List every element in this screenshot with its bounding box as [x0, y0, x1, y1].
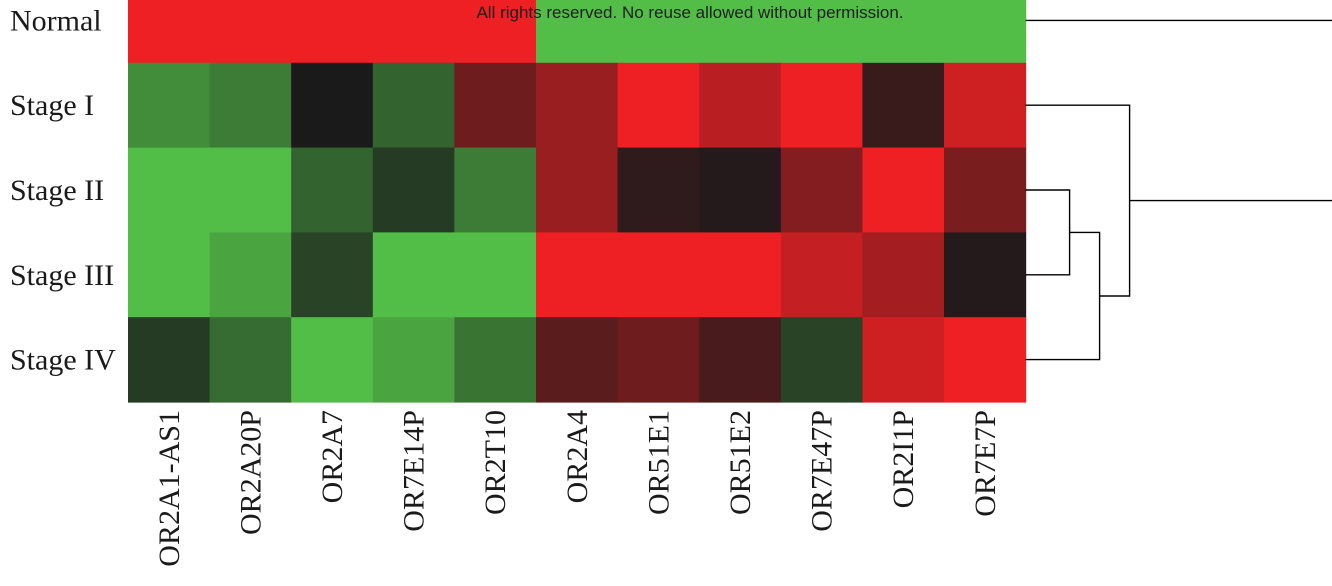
dendrogram-link: [1025, 231, 1101, 361]
row-label: Stage II: [10, 174, 104, 207]
heatmap-cell: [128, 317, 211, 403]
heatmap-cell: [699, 62, 782, 149]
row-label: Stage III: [10, 259, 114, 292]
heatmap-cell: [617, 232, 700, 318]
heatmap-cell: [291, 62, 374, 149]
heatmap-cell: [862, 0, 945, 64]
heatmap-cell: [209, 232, 292, 318]
row-label: Normal: [10, 4, 102, 37]
heatmap-cell: [862, 62, 945, 149]
heatmap-cell: [699, 317, 782, 403]
heatmap-cell: [617, 0, 700, 64]
column-labels: OR2A1-AS1 OR2A20P OR2A7 OR7E14P OR2T10 OR2A4 O…: [153, 410, 1002, 567]
dendrogram-link: [1025, 189, 1071, 276]
heatmap-cell: [536, 62, 619, 149]
heatmap-cell: [372, 147, 455, 233]
heatmap-cell: [617, 317, 700, 403]
dendrogram-link: [1025, 104, 1131, 297]
heatmap-cell: [128, 62, 211, 149]
heatmap-cell: [128, 0, 211, 64]
heatmap-cell: [454, 317, 537, 403]
column-label: OR2A4: [561, 410, 594, 503]
column-label: OR7E14P: [398, 410, 431, 532]
heatmap-cell: [944, 62, 1027, 149]
row-labels: Normal Stage I Stage II Stage III Stage IV: [10, 4, 116, 376]
heatmap-cell: [454, 62, 537, 149]
heatmap-cell: [536, 317, 619, 403]
heatmap-cell: [617, 62, 700, 149]
heatmap-cell: [128, 147, 211, 233]
heatmap-cell: [944, 0, 1027, 64]
heatmap-cell: [291, 0, 374, 64]
heatmap-cell: [128, 232, 211, 318]
row-dendrogram: [1025, 19, 1332, 361]
heatmap-cell: [536, 147, 619, 233]
heatmap-cells: [128, 0, 1027, 403]
column-label: OR2A7: [316, 410, 349, 503]
heatmap-cell: [372, 62, 455, 149]
heatmap-cell: [454, 232, 537, 318]
heatmap-cell: [862, 232, 945, 318]
heatmap-cell: [454, 147, 537, 233]
heatmap-cell: [372, 317, 455, 403]
heatmap-cell: [291, 317, 374, 403]
heatmap-cell: [862, 147, 945, 233]
heatmap-cell: [536, 0, 619, 64]
column-label: OR2A1-AS1: [153, 410, 186, 567]
row-label: Stage IV: [10, 344, 116, 377]
column-label: OR7E47P: [806, 410, 839, 532]
heatmap-cell: [944, 147, 1027, 233]
heatmap-cell: [780, 317, 863, 403]
heatmap-cell: [291, 232, 374, 318]
column-label: OR2I1P: [887, 410, 920, 508]
heatmap-cell: [291, 147, 374, 233]
column-label: OR2A20P: [234, 410, 267, 535]
heatmap-cell: [372, 232, 455, 318]
heatmap-cell: [454, 0, 537, 64]
column-label: OR51E2: [724, 410, 757, 515]
heatmap-cell: [209, 147, 292, 233]
column-label: OR7E7P: [969, 410, 1002, 517]
heatmap-cell: [699, 232, 782, 318]
heatmap-cell: [780, 232, 863, 318]
heatmap-cell: [699, 0, 782, 64]
heatmap-cell: [780, 0, 863, 64]
heatmap-cell: [372, 0, 455, 64]
heatmap-cell: [536, 232, 619, 318]
heatmap-cell: [944, 317, 1027, 403]
column-label: OR2T10: [479, 410, 512, 515]
heatmap-cell: [780, 62, 863, 149]
heatmap-cell: [209, 62, 292, 149]
column-label: OR51E1: [642, 410, 675, 515]
heatmap-cell: [209, 0, 292, 64]
heatmap-cell: [862, 317, 945, 403]
dendrogram-link: [1025, 19, 1332, 202]
row-label: Stage I: [10, 89, 94, 122]
heatmap-cell: [699, 147, 782, 233]
watermark-text: All rights reserved. No reuse allowed wi…: [476, 3, 903, 22]
heatmap-cell: [780, 147, 863, 233]
heatmap-cell: [209, 317, 292, 403]
heatmap-cell: [944, 232, 1027, 318]
heatmap-cell: [617, 147, 700, 233]
